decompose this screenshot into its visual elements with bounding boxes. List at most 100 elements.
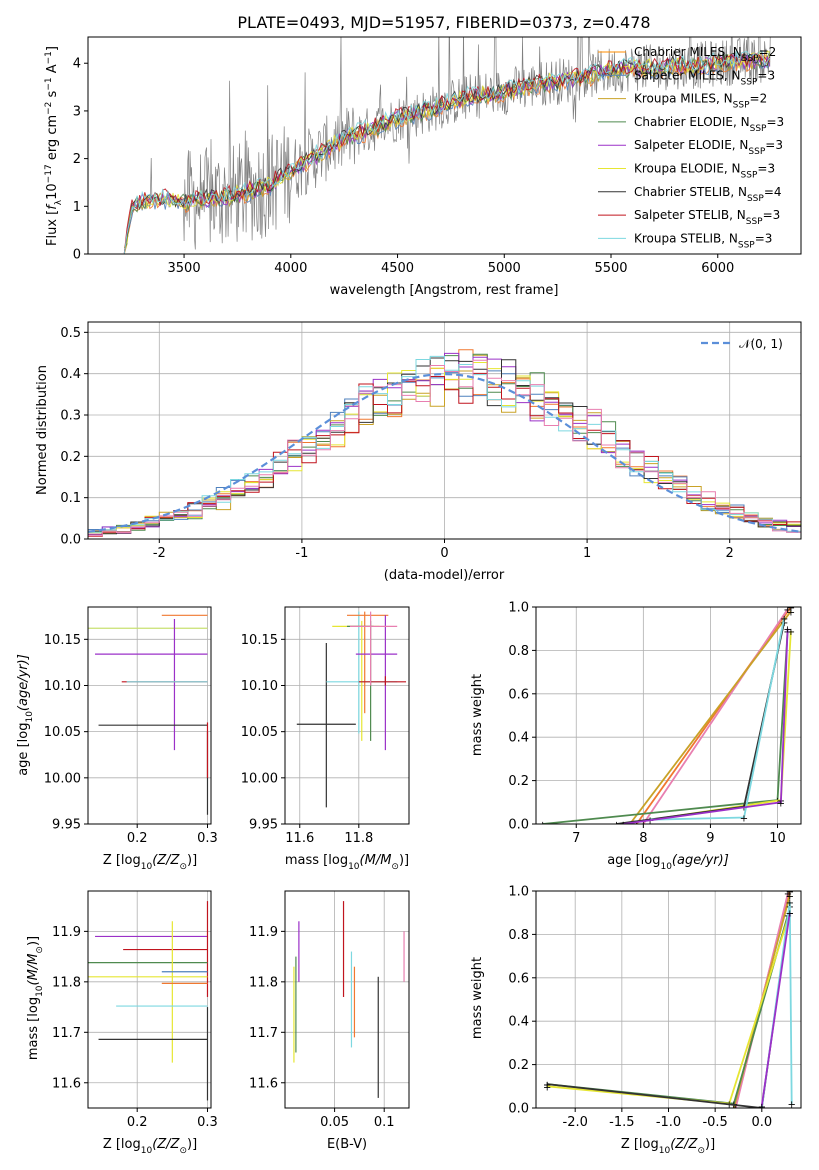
y-axis-label: mass weight [470, 957, 485, 1039]
x-tick-label: -1.0 [656, 1115, 681, 1130]
mass-weight-marker: + [543, 1082, 551, 1093]
axes-frame [87, 36, 802, 255]
residual-histogram [88, 359, 801, 537]
y-tick-label: 1.0 [508, 885, 529, 900]
mass-weight-marker: + [784, 889, 792, 900]
mass-weight-line [623, 628, 789, 824]
x-tick-label: 5500 [594, 261, 627, 276]
axes-frame [284, 890, 410, 1109]
model-spectrum-line [123, 52, 771, 254]
y-tick-label: 0.2 [508, 774, 529, 789]
mass-weight-marker: + [773, 796, 781, 807]
legend-entry: Kroupa ELODIE, NSSP=3 [634, 162, 775, 181]
legend-entry: Salpeter ELODIE, NSSP=3 [634, 138, 783, 157]
y-tick-label: 2 [73, 152, 81, 167]
mass-weight-marker: + [786, 909, 794, 920]
x-tick-label: 3500 [168, 261, 201, 276]
x-tick-label: 6000 [701, 261, 734, 276]
mass-weight-marker: + [758, 1104, 766, 1115]
x-axis-label: wavelength [Angstrom, rest frame] [330, 283, 559, 298]
x-tick-label: 4000 [274, 261, 307, 276]
x-tick-label: 0.0 [751, 1115, 772, 1130]
y-axis-label: age [log10(age/yr)] [16, 654, 35, 776]
mass-weight-line [629, 610, 792, 824]
plot-area-mass_vs_EBV [285, 891, 409, 1108]
mass-weight-marker: + [619, 820, 627, 831]
x-tick-label: -1 [295, 546, 308, 561]
legend-entry: Salpeter STELIB, NSSP=3 [634, 208, 780, 227]
x-tick-label: 9 [706, 831, 714, 846]
mass-weight-marker: + [777, 798, 785, 809]
legend-entry: Chabrier MILES, NSSP=2 [634, 45, 776, 64]
mass-weight-marker: + [787, 603, 795, 614]
x-axis-label: Z [log10(Z/Z⊙)] [103, 853, 197, 872]
y-tick-label: 0.0 [60, 533, 81, 548]
plot-area-residuals [88, 322, 801, 539]
mass-weight-line [642, 608, 789, 824]
y-tick-label: 11.8 [52, 975, 81, 990]
y-tick-label: 4 [73, 57, 81, 72]
x-axis-label: mass [log10(M/M⊙)] [285, 853, 409, 872]
legend-entry: Salpeter MILES, NSSP=3 [634, 68, 775, 87]
plot-area-age_vs_Z [88, 607, 211, 824]
y-tick-label: 0.4 [508, 1015, 529, 1030]
mass-weight-marker: + [786, 891, 794, 902]
mass-weight-marker: + [787, 1100, 795, 1111]
plot-area-mass_vs_Z [88, 891, 211, 1108]
x-tick-label: 1 [583, 546, 591, 561]
x-tick-label: 0.2 [127, 831, 148, 846]
y-tick-label: 9.95 [249, 818, 278, 833]
mass-weight-marker: + [758, 1102, 766, 1113]
legend-entry: Kroupa MILES, NSSP=2 [634, 92, 767, 111]
x-tick-label: 7 [572, 831, 580, 846]
y-tick-label: 0 [73, 248, 81, 263]
x-tick-label: -1.5 [609, 1115, 634, 1130]
axes-frame [535, 606, 802, 825]
x-tick-label: -0.5 [702, 1115, 727, 1130]
legend-entry: Chabrier STELIB, NSSP=4 [634, 185, 782, 204]
plots-layer: 3500 4000 4500 5000 5500 6000 0 1 2 3 4 wavelength … [16, 36, 802, 1156]
y-tick-label: 10.15 [44, 633, 81, 648]
y-tick-label: 10.10 [44, 679, 81, 694]
y-tick-label: 10.05 [241, 725, 278, 740]
y-tick-label: 3 [73, 104, 81, 119]
mass-weight-marker: + [786, 898, 794, 909]
plot-area-mass_weight_vs_Z: ++++++++++++++++++++ [536, 889, 801, 1115]
model-spectrum-line [123, 52, 771, 254]
mass-weight-line [542, 630, 789, 824]
mass-weight-marker: + [740, 813, 748, 824]
y-tick-label: 11.6 [249, 1076, 278, 1091]
y-axis-label: mass [log10(M/M⊙)] [26, 936, 45, 1060]
axes-mass_vs_EBV: 0.05 0.1 11.6 11.7 11.8 11.9 E(B-V) [249, 890, 410, 1152]
y-tick-label: 0.8 [508, 644, 529, 659]
y-axis-label: Flux [fλ10−17 erg cm−2 s−1 A−1] [44, 46, 64, 246]
axes-age_vs_Z: 0.2 0.3 9.95 10.00 10.05 10.10 10.15 Z [log10(Z… [16, 606, 218, 872]
y-tick-label: 1 [73, 200, 81, 215]
x-tick-label: 10 [769, 831, 786, 846]
x-axis-label: E(B-V) [327, 1137, 367, 1152]
y-tick-label: 10.00 [241, 771, 278, 786]
y-tick-label: 0.2 [60, 450, 81, 465]
x-tick-label: 0.05 [320, 1115, 349, 1130]
mass-weight-marker: + [543, 1080, 551, 1091]
plot-area-mass_weight_vs_age: ++++++++++++++++ +++++ [536, 603, 801, 831]
y-tick-label: 10.10 [241, 679, 278, 694]
x-tick-label: 0.3 [197, 831, 218, 846]
x-tick-label: 11.8 [344, 831, 373, 846]
x-tick-label: 5000 [488, 261, 521, 276]
mass-weight-marker: + [619, 820, 627, 831]
model-spectrum-line [123, 51, 771, 253]
y-tick-label: 11.9 [249, 925, 278, 940]
y-axis-label: Normed distribution [35, 365, 50, 495]
y-tick-label: 10.15 [241, 633, 278, 648]
axes-residuals: -2 -1 0 1 2 0.0 0.1 0.2 0.3 0.4 0.5 𝒩(0, 1) (data-mo… [35, 321, 802, 583]
plot-area-spectrum [123, 37, 771, 254]
mass-weight-marker: + [539, 820, 547, 831]
y-tick-label: 11.7 [52, 1026, 81, 1041]
x-tick-label: 0.3 [197, 1115, 218, 1130]
x-tick-label: 2 [726, 546, 734, 561]
mass-weight-marker: + [787, 627, 795, 638]
y-tick-label: 0.6 [508, 687, 529, 702]
